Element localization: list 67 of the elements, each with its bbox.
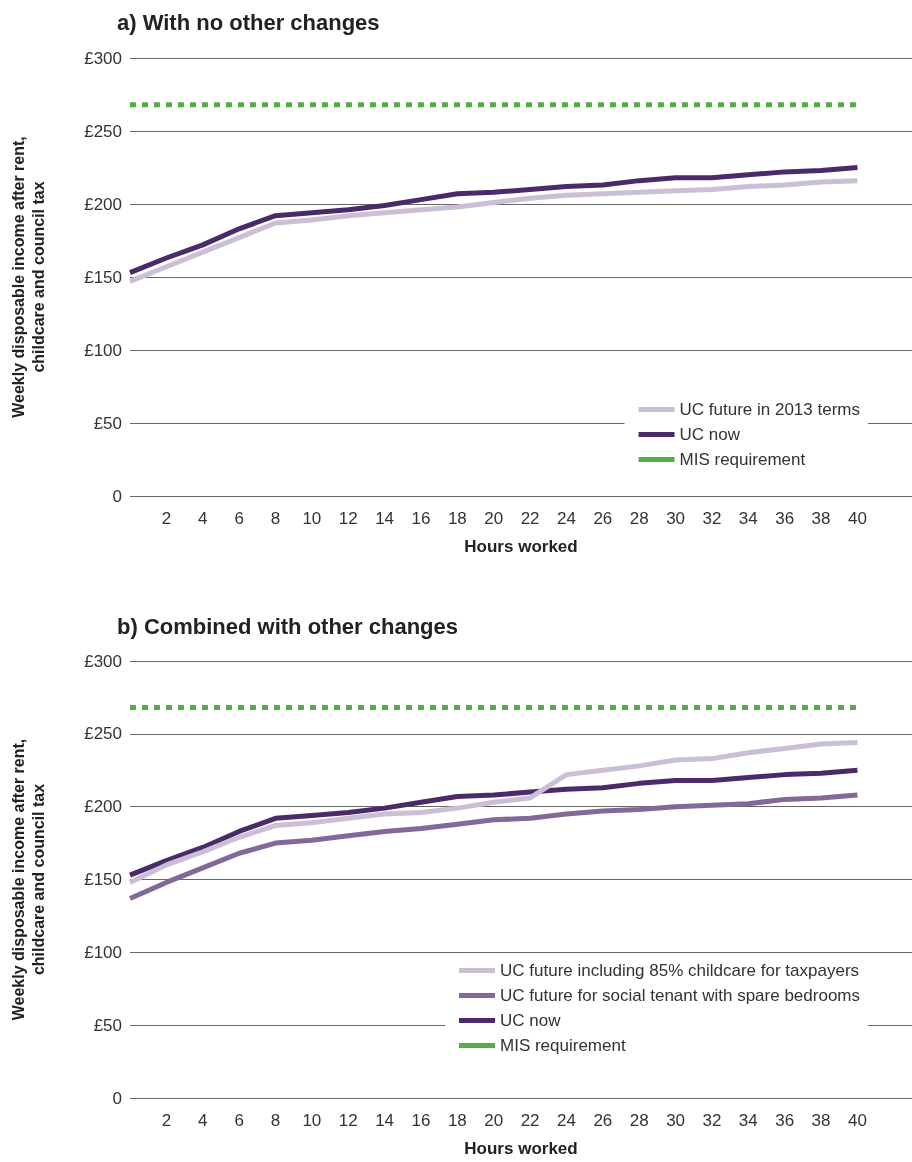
x-tick-label: 18 (447, 509, 467, 528)
y-tick-label: £200 (84, 797, 122, 817)
legend-label: UC future for social tenant with spare bedrooms (500, 986, 861, 1005)
y-axis-title: Weekly disposable income after rent, childcare and council tax (9, 738, 47, 1021)
x-tick-label: 8 (270, 1111, 281, 1130)
legend-label: MIS requirement (679, 450, 806, 469)
y-tick-label: £150 (84, 267, 122, 287)
x-tick-label: 26 (593, 509, 613, 528)
x-tick-label: 24 (557, 1111, 576, 1130)
x-tick-label: 28 (629, 1111, 649, 1130)
y-tick-label: £300 (84, 651, 122, 671)
y-tick-label: £250 (84, 121, 122, 141)
x-tick-label: 10 (302, 509, 322, 528)
x-tick-label: 40 (847, 509, 867, 528)
chart-title: b) Combined with other changes (117, 613, 459, 639)
x-tick-label: 18 (447, 1111, 467, 1130)
x-tick-label: 6 (234, 509, 244, 528)
x-tick-label: 16 (411, 509, 431, 528)
x-tick-label: 8 (270, 509, 281, 528)
x-tick-label: 14 (375, 509, 395, 528)
y-tick-label: £50 (93, 1015, 122, 1035)
x-tick-label: 38 (811, 509, 831, 528)
y-tick-label: 0 (112, 486, 122, 506)
y-tick-label: £300 (84, 48, 122, 68)
x-tick-label: 38 (811, 1111, 831, 1130)
x-tick-label: 4 (198, 1111, 208, 1130)
x-tick-label: 32 (702, 1111, 722, 1130)
legend-label: UC future including 85% childcare for taxpayers (500, 961, 860, 980)
x-tick-label: 32 (702, 509, 722, 528)
y-tick-label: £150 (84, 870, 122, 889)
chart-title: a) With no other changes (117, 9, 380, 35)
x-tick-label: 12 (338, 1111, 358, 1130)
legend-label: UC now (679, 425, 741, 444)
y-tick-label: £100 (84, 942, 122, 962)
x-tick-label: 22 (520, 1111, 540, 1130)
y-tick-label: £250 (84, 724, 122, 744)
x-tick-label: 40 (847, 1111, 867, 1130)
x-axis-title: Hours worked (464, 537, 578, 556)
x-tick-label: 30 (666, 509, 686, 528)
legend-label: MIS requirement (500, 1036, 626, 1055)
x-tick-label: 30 (666, 1111, 686, 1130)
x-tick-label: 12 (338, 509, 358, 528)
x-tick-label: 36 (775, 509, 795, 528)
x-tick-label: 14 (375, 1111, 395, 1130)
x-tick-label: 16 (411, 1111, 431, 1130)
x-tick-label: 20 (484, 1111, 504, 1130)
x-tick-label: 2 (161, 1111, 172, 1130)
x-tick-label: 34 (738, 1111, 758, 1130)
x-axis-title: Hours worked (464, 1139, 578, 1158)
x-tick-label: 20 (484, 509, 504, 528)
x-tick-label: 34 (738, 509, 758, 528)
y-axis-title: Weekly disposable income after rent, childcare and council tax (9, 136, 47, 418)
y-tick-label: 0 (112, 1088, 122, 1108)
x-tick-label: 2 (161, 509, 172, 528)
x-tick-label: 24 (557, 509, 576, 528)
x-tick-label: 28 (629, 509, 649, 528)
y-tick-label: £100 (84, 340, 122, 360)
x-tick-label: 6 (234, 1111, 244, 1130)
legend-label: UC now (500, 1011, 562, 1030)
y-tick-label: £50 (93, 413, 122, 433)
x-tick-label: 22 (520, 509, 540, 528)
x-tick-label: 36 (775, 1111, 795, 1130)
legend-label: UC future in 2013 terms (679, 400, 860, 419)
y-tick-label: £200 (84, 194, 122, 214)
x-tick-label: 10 (302, 1111, 322, 1130)
x-tick-label: 26 (593, 1111, 613, 1130)
x-tick-label: 4 (198, 509, 208, 528)
